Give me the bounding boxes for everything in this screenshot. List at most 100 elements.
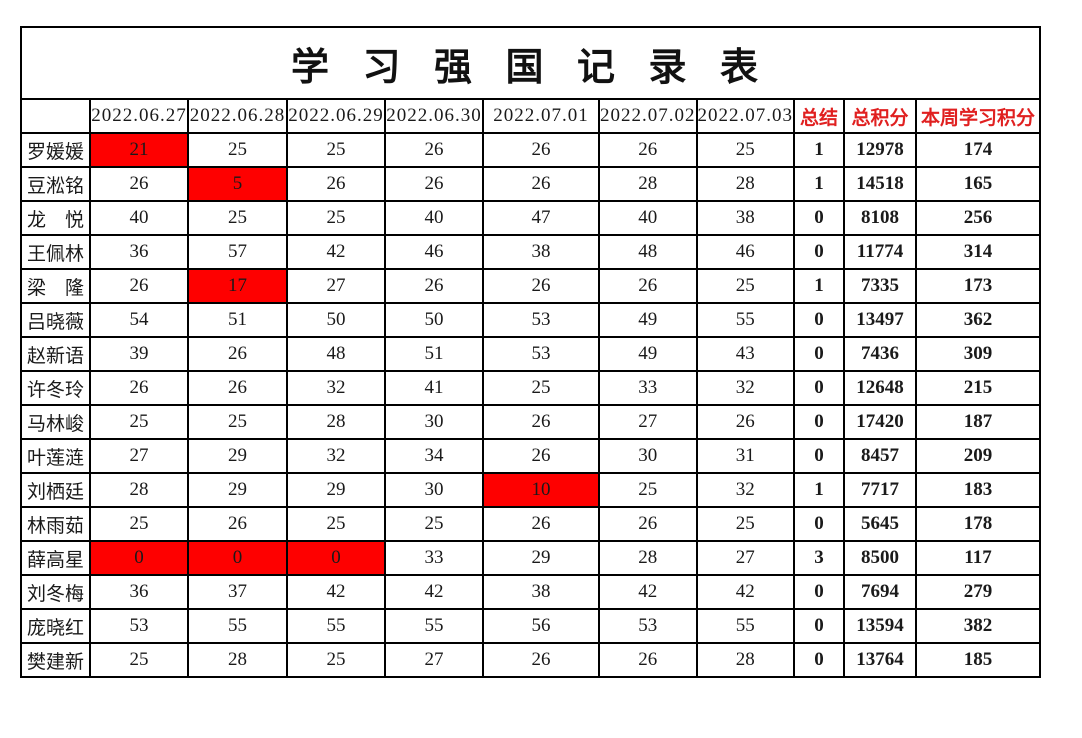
daily-score-cell: 26 bbox=[89, 268, 189, 304]
daily-score-cell: 48 bbox=[598, 234, 698, 270]
daily-score-cell: 27 bbox=[89, 438, 189, 474]
daily-score-cell: 26 bbox=[482, 438, 600, 474]
daily-score-cell: 55 bbox=[286, 608, 386, 644]
daily-score-cell: 28 bbox=[695, 166, 795, 202]
summary-count-cell: 1 bbox=[793, 166, 845, 202]
student-name-cell: 龙 悦 bbox=[20, 200, 91, 236]
table-row: 叶莲涟 27 29 32 34 26 30 31 0 8457 209 bbox=[20, 438, 1041, 474]
week-points-cell: 165 bbox=[915, 166, 1041, 202]
week-points-cell: 215 bbox=[915, 370, 1041, 406]
table-row: 赵新语 39 26 48 51 53 49 43 0 7436 309 bbox=[20, 336, 1041, 372]
summary-count-cell: 0 bbox=[793, 438, 845, 474]
daily-score-cell: 25 bbox=[384, 506, 484, 542]
table-row: 刘冬梅 36 37 42 42 38 42 42 0 7694 279 bbox=[20, 574, 1041, 610]
daily-score-cell: 40 bbox=[89, 200, 189, 236]
week-points-cell: 187 bbox=[915, 404, 1041, 440]
summary-count-cell: 0 bbox=[793, 234, 845, 270]
daily-score-cell: 42 bbox=[286, 574, 386, 610]
total-points-cell: 12648 bbox=[843, 370, 917, 406]
daily-score-cell: 26 bbox=[187, 506, 288, 542]
total-points-cell: 7436 bbox=[843, 336, 917, 372]
daily-score-cell: 55 bbox=[187, 608, 288, 644]
total-points-cell: 7694 bbox=[843, 574, 917, 610]
student-name-cell: 赵新语 bbox=[20, 336, 91, 372]
daily-score-cell: 26 bbox=[482, 404, 600, 440]
daily-score-cell: 26 bbox=[187, 336, 288, 372]
daily-score-cell: 26 bbox=[384, 132, 484, 168]
daily-score-cell: 53 bbox=[482, 336, 600, 372]
daily-score-cell: 26 bbox=[384, 166, 484, 202]
daily-score-cell: 25 bbox=[695, 268, 795, 304]
date-header: 2022.07.02 bbox=[598, 98, 698, 134]
daily-score-cell: 26 bbox=[482, 132, 600, 168]
daily-score-cell: 27 bbox=[384, 642, 484, 678]
summary-count-cell: 1 bbox=[793, 472, 845, 508]
week-points-cell: 309 bbox=[915, 336, 1041, 372]
daily-score-cell: 26 bbox=[286, 166, 386, 202]
daily-score-cell: 39 bbox=[89, 336, 189, 372]
summary-count-cell: 0 bbox=[793, 506, 845, 542]
summary-count-cell: 0 bbox=[793, 574, 845, 610]
daily-score-cell: 42 bbox=[598, 574, 698, 610]
total-points-cell: 7717 bbox=[843, 472, 917, 508]
daily-score-cell: 50 bbox=[384, 302, 484, 338]
study-record-table: 学 习 强 国 记 录 表 2022.06.27 2022.06.28 2022.0… bbox=[20, 26, 1041, 678]
total-points-cell: 13497 bbox=[843, 302, 917, 338]
daily-score-cell: 25 bbox=[286, 200, 386, 236]
daily-score-cell: 48 bbox=[286, 336, 386, 372]
daily-score-cell: 28 bbox=[187, 642, 288, 678]
student-name-cell: 叶莲涟 bbox=[20, 438, 91, 474]
summary-count-cell: 1 bbox=[793, 268, 845, 304]
daily-score-cell-highlighted: 21 bbox=[89, 132, 189, 168]
table-row: 庞晓红 53 55 55 55 56 53 55 0 13594 382 bbox=[20, 608, 1041, 644]
summary-count-cell: 0 bbox=[793, 404, 845, 440]
total-points-cell: 13764 bbox=[843, 642, 917, 678]
daily-score-cell: 38 bbox=[695, 200, 795, 236]
daily-score-cell: 26 bbox=[598, 642, 698, 678]
summary-count-cell: 0 bbox=[793, 302, 845, 338]
daily-score-cell: 55 bbox=[384, 608, 484, 644]
student-name-cell: 刘冬梅 bbox=[20, 574, 91, 610]
summary-count-cell: 0 bbox=[793, 336, 845, 372]
summary-header: 本周学习积分 bbox=[915, 98, 1041, 134]
daily-score-cell-highlighted: 0 bbox=[89, 540, 189, 576]
table-row: 薛高星 0 0 0 33 29 28 27 3 8500 117 bbox=[20, 540, 1041, 576]
total-points-cell: 13594 bbox=[843, 608, 917, 644]
date-header: 2022.06.29 bbox=[286, 98, 386, 134]
date-header: 2022.07.01 bbox=[482, 98, 600, 134]
daily-score-cell: 28 bbox=[286, 404, 386, 440]
daily-score-cell: 29 bbox=[187, 438, 288, 474]
student-name-cell: 薛高星 bbox=[20, 540, 91, 576]
total-points-cell: 7335 bbox=[843, 268, 917, 304]
total-points-cell: 12978 bbox=[843, 132, 917, 168]
student-name-cell: 许冬玲 bbox=[20, 370, 91, 406]
daily-score-cell: 50 bbox=[286, 302, 386, 338]
table-row: 罗媛媛 21 25 25 26 26 26 25 1 12978 174 bbox=[20, 132, 1041, 168]
page-title: 学 习 强 国 记 录 表 bbox=[20, 26, 1041, 100]
daily-score-cell: 42 bbox=[384, 574, 484, 610]
week-points-cell: 362 bbox=[915, 302, 1041, 338]
daily-score-cell: 26 bbox=[482, 268, 600, 304]
daily-score-cell: 25 bbox=[482, 370, 600, 406]
week-points-cell: 173 bbox=[915, 268, 1041, 304]
daily-score-cell: 26 bbox=[89, 370, 189, 406]
student-name-cell: 罗媛媛 bbox=[20, 132, 91, 168]
daily-score-cell-highlighted: 0 bbox=[286, 540, 386, 576]
student-name-cell: 豆淞铭 bbox=[20, 166, 91, 202]
daily-score-cell: 55 bbox=[695, 302, 795, 338]
daily-score-cell-highlighted: 5 bbox=[187, 166, 288, 202]
daily-score-cell: 25 bbox=[598, 472, 698, 508]
total-points-cell: 11774 bbox=[843, 234, 917, 270]
summary-count-cell: 1 bbox=[793, 132, 845, 168]
daily-score-cell: 25 bbox=[695, 506, 795, 542]
daily-score-cell: 51 bbox=[187, 302, 288, 338]
summary-count-cell: 3 bbox=[793, 540, 845, 576]
daily-score-cell: 43 bbox=[695, 336, 795, 372]
daily-score-cell: 40 bbox=[384, 200, 484, 236]
daily-score-cell: 40 bbox=[598, 200, 698, 236]
week-points-cell: 117 bbox=[915, 540, 1041, 576]
summary-count-cell: 0 bbox=[793, 642, 845, 678]
daily-score-cell: 25 bbox=[89, 404, 189, 440]
week-points-cell: 256 bbox=[915, 200, 1041, 236]
